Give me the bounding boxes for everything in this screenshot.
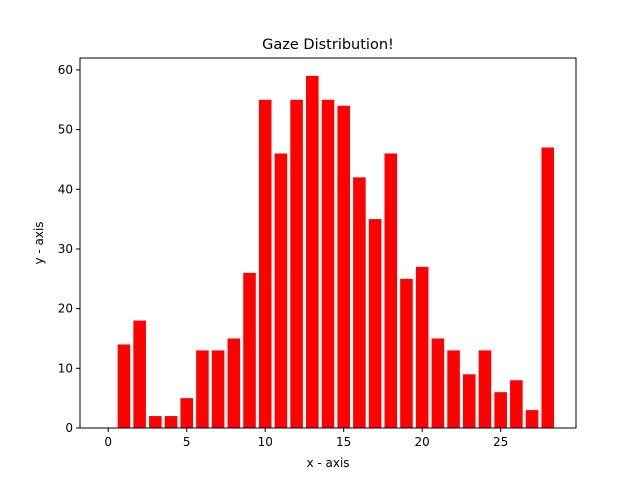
bar-15 (337, 105, 350, 429)
y-tick-label: 20 (58, 302, 73, 316)
bar-7 (211, 350, 225, 428)
bar-22 (447, 350, 460, 428)
y-tick-label: 50 (58, 123, 73, 137)
bar-16 (353, 177, 366, 428)
y-tick-label: 0 (65, 421, 73, 435)
bar-1 (117, 344, 131, 428)
bar-11 (274, 153, 288, 429)
bar-27 (525, 410, 539, 428)
x-tick-label: 20 (415, 435, 430, 449)
bar-2 (133, 320, 146, 428)
y-tick-label: 10 (58, 361, 73, 375)
plot-frame (79, 57, 577, 429)
y-tick-label: 30 (58, 242, 73, 256)
bar-24 (478, 350, 492, 428)
bar-14 (321, 99, 335, 429)
y-axis-label: y - axis (32, 221, 46, 264)
x-tick-label: 25 (493, 435, 508, 449)
bar-26 (510, 380, 523, 428)
bar-8 (227, 338, 241, 428)
x-tick-label: 5 (183, 435, 191, 449)
bar-5 (180, 398, 194, 428)
bar-19 (400, 278, 413, 428)
bar-6 (196, 350, 209, 428)
bar-13 (306, 75, 319, 429)
bar-28 (541, 147, 555, 428)
chart-title: Gaze Distribution! (262, 37, 394, 53)
bar-4 (164, 416, 178, 428)
bar-20 (415, 266, 429, 428)
x-tick-label: 0 (104, 435, 112, 449)
bar-9 (243, 272, 256, 428)
bar-3 (149, 416, 162, 428)
bar-10 (258, 99, 272, 429)
x-ticks-group: 0 5 10 15 20 25 (104, 428, 508, 449)
y-tick-label: 60 (58, 63, 73, 77)
bars-group (117, 75, 555, 429)
y-tick-label: 40 (58, 182, 73, 196)
bar-21 (431, 338, 445, 428)
bar-18 (384, 153, 398, 429)
x-axis-label: x - axis (306, 456, 349, 470)
bar-23 (462, 374, 476, 428)
x-tick-label: 10 (258, 435, 273, 449)
y-ticks-group: 0 10 20 30 40 50 60 (58, 63, 80, 435)
x-tick-label: 15 (336, 435, 351, 449)
bar-12 (290, 99, 303, 429)
bar-25 (494, 392, 507, 428)
bar-17 (368, 219, 382, 428)
